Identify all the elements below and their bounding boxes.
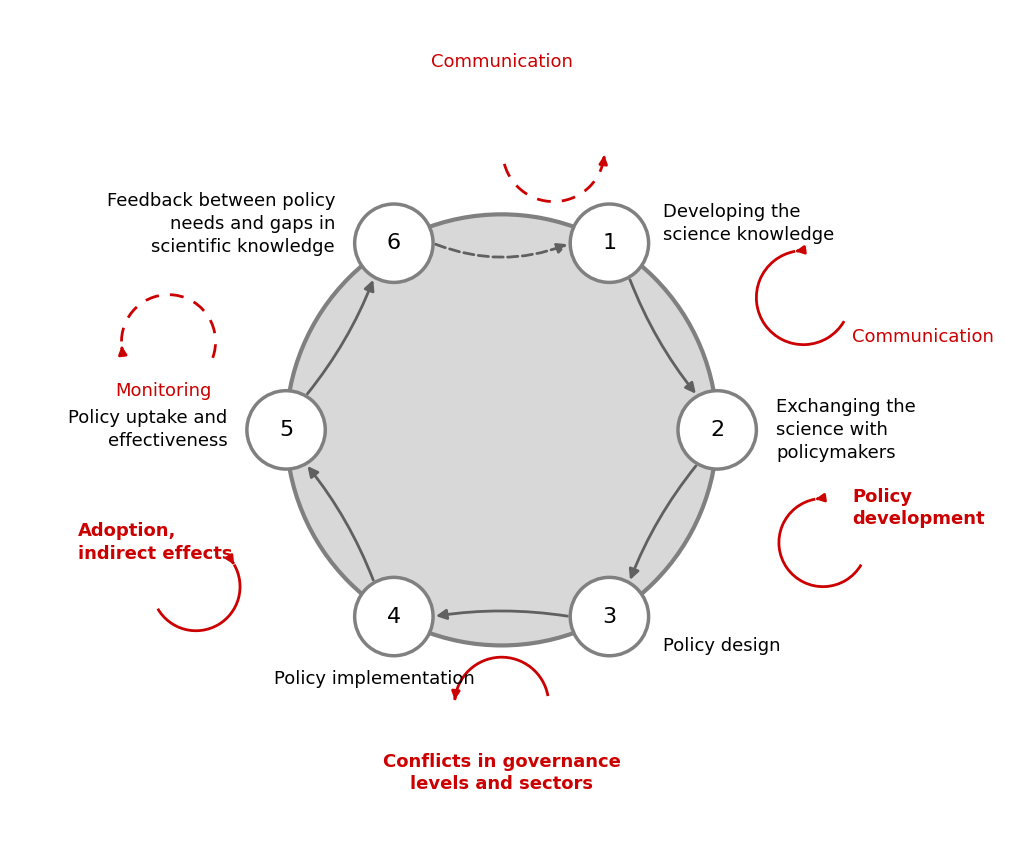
Circle shape (570, 204, 648, 283)
Circle shape (354, 577, 433, 655)
Circle shape (247, 391, 326, 469)
Circle shape (354, 204, 433, 283)
Circle shape (678, 391, 757, 469)
Text: 1: 1 (602, 233, 616, 253)
Text: Monitoring: Monitoring (116, 382, 212, 400)
Text: 5: 5 (279, 420, 293, 440)
Text: 6: 6 (387, 233, 401, 253)
Text: Policy implementation: Policy implementation (273, 671, 475, 689)
Circle shape (286, 214, 717, 645)
Text: Conflicts in governance
levels and sectors: Conflicts in governance levels and secto… (383, 753, 621, 793)
Text: Communication: Communication (431, 53, 572, 71)
Text: Communication: Communication (852, 328, 994, 346)
Text: Adoption,
indirect effects: Adoption, indirect effects (79, 522, 232, 563)
Text: Feedback between policy
needs and gaps in
scientific knowledge: Feedback between policy needs and gaps i… (106, 192, 335, 256)
Circle shape (570, 577, 648, 655)
Text: Policy
development: Policy development (852, 488, 985, 528)
Text: 3: 3 (602, 606, 616, 627)
Text: 4: 4 (387, 606, 401, 627)
Text: Exchanging the
science with
policymakers: Exchanging the science with policymakers (776, 398, 915, 462)
Text: Policy design: Policy design (664, 637, 780, 655)
Text: 2: 2 (710, 420, 724, 440)
Text: Policy uptake and
effectiveness: Policy uptake and effectiveness (68, 409, 227, 450)
Text: Developing the
science knowledge: Developing the science knowledge (664, 203, 835, 244)
